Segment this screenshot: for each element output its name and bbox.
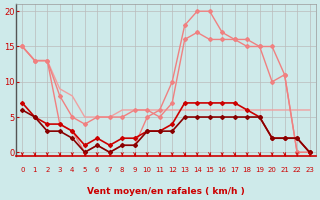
X-axis label: Vent moyen/en rafales ( km/h ): Vent moyen/en rafales ( km/h ) — [87, 187, 245, 196]
